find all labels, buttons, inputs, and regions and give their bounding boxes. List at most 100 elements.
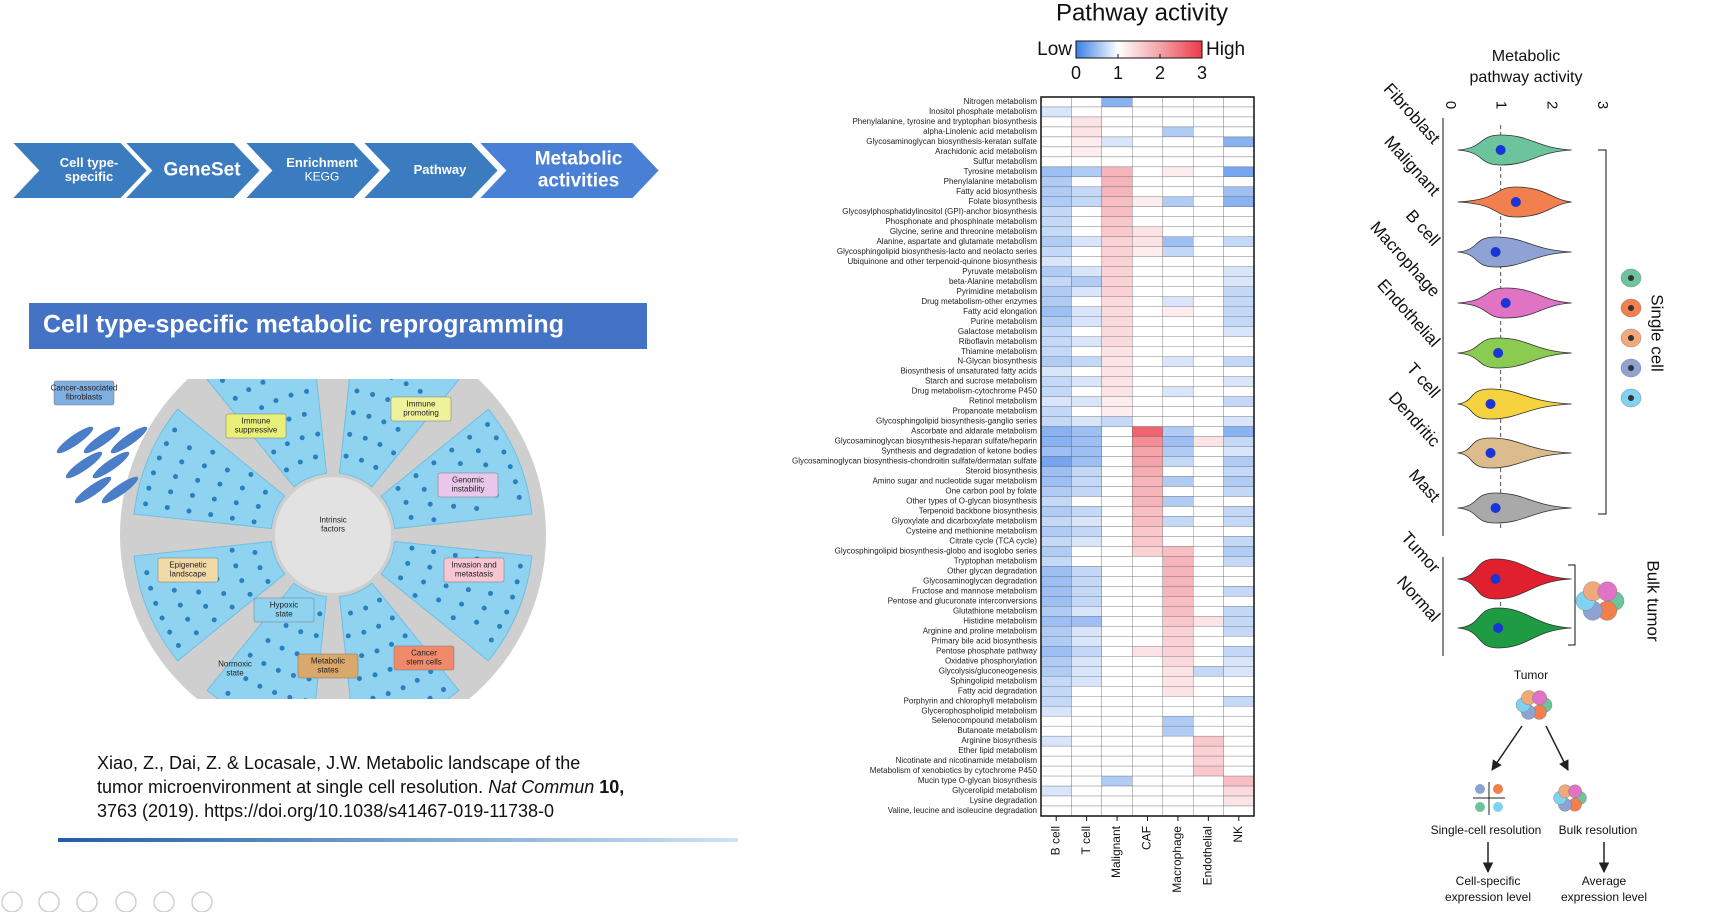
heat-cell [1162,725,1194,737]
heat-cell [1071,256,1103,267]
heat-cell [1192,196,1224,207]
heat-cell [1071,206,1103,217]
heat-cell [1132,226,1163,237]
heat-cell [1192,406,1224,417]
heat-cell [1101,506,1133,517]
heat-cell [1223,526,1255,537]
cell-nucleus [313,633,319,639]
row-label: Riboflavin metabolism [959,337,1038,346]
cell-nucleus [451,503,457,509]
heat-cell [1040,96,1072,108]
heat-cell [1101,246,1133,257]
heat-cell [1162,316,1194,327]
heat-cell [1192,286,1224,297]
violin [1457,134,1572,166]
cell-nucleus [488,637,494,643]
cell-nucleus [436,597,442,603]
heat-cell [1071,386,1103,397]
heat-cell [1192,516,1224,527]
heat-cell [1101,725,1133,737]
citation: Xiao, Z., Dai, Z. & Locasale, J.W. Metab… [97,753,624,821]
heat-cell [1040,576,1072,587]
control[interactable] [115,891,137,912]
cell-nucleus [421,486,427,492]
heat-cell [1040,396,1072,407]
heat-cell [1101,96,1133,108]
heat-cell [1132,166,1163,178]
heat-cell [1101,186,1133,198]
row-label: Thiamine metabolism [961,347,1037,356]
label-box [225,413,287,439]
cell-nucleus [361,629,367,635]
heat-cell [1223,276,1255,287]
heat-cell [1132,506,1163,517]
heat-cell [1223,616,1255,627]
heat-cell [1162,805,1194,817]
row-label: Glycosphingolipid biosynthesis-ganglio s… [876,417,1037,426]
cell-nucleus [345,633,351,639]
heat-cell [1162,386,1194,397]
cell-nucleus [510,594,516,600]
control[interactable] [153,891,175,912]
row-label: Glycine, serine and threonine metabolism [890,227,1038,236]
legend-high: High [1206,39,1245,60]
heat-cell [1223,626,1255,637]
heat-cell [1162,516,1194,527]
heat-cell [1162,356,1194,367]
heat-cell [1101,326,1133,337]
heat-cell [1162,296,1194,307]
heat-cell [1101,116,1133,128]
process-step-label: Pathway [414,162,468,177]
heat-cell [1101,785,1133,797]
heat-cell [1071,216,1103,227]
heat-cell [1192,496,1224,507]
row-label: Tyrosine metabolism [964,167,1038,176]
control[interactable] [1,891,23,912]
illustration-label: states [317,666,338,675]
row-label: One carbon pool by folate [945,487,1037,496]
heat-cell [1040,656,1072,667]
heat-cell [1132,486,1163,497]
heat-cell [1040,346,1072,357]
heat-cell [1101,126,1133,138]
cell-nucleus [517,563,523,569]
heat-cell [1192,226,1224,237]
cell-nucleus [402,633,408,639]
heat-cell [1040,436,1072,447]
heat-cell [1101,436,1133,447]
heat-cell [1101,296,1133,307]
heat-cell [1040,216,1072,227]
legend-low: Low [1037,39,1072,60]
heat-cell [1223,586,1255,597]
heat-cell [1162,546,1194,557]
control[interactable] [38,891,60,912]
column-label: Malignant [1109,825,1123,878]
row-label: Glycosaminoglycan biosynthesis-chondroit… [792,457,1038,466]
row-label: Phosphonate and phosphinate metabolism [885,217,1037,226]
heat-cell [1132,436,1163,447]
control[interactable] [76,891,98,912]
heat-cell [1132,286,1163,297]
heat-cell [1192,356,1224,367]
heat-cell [1192,795,1224,807]
cell-nucleus [374,648,380,654]
heat-cell [1101,276,1133,287]
heat-cell [1192,676,1224,687]
cell-nucleus [343,453,349,459]
cell-nucleus [427,501,433,507]
cell-nucleus [275,667,281,673]
cell-nucleus [501,449,507,455]
row-label: Fatty acid biosynthesis [956,187,1037,196]
heat-cell [1223,296,1255,307]
row-label: Sulfur metabolism [973,157,1037,166]
cell-nucleus [257,565,263,571]
row-label: alpha-Linolenic acid metabolism [923,127,1037,136]
control[interactable] [191,891,213,912]
heat-cell [1040,466,1072,477]
heat-cell [1132,196,1163,207]
violin [1457,388,1572,420]
cell-nucleus [317,611,323,617]
heat-cell [1162,586,1194,597]
heat-cell [1101,266,1133,277]
